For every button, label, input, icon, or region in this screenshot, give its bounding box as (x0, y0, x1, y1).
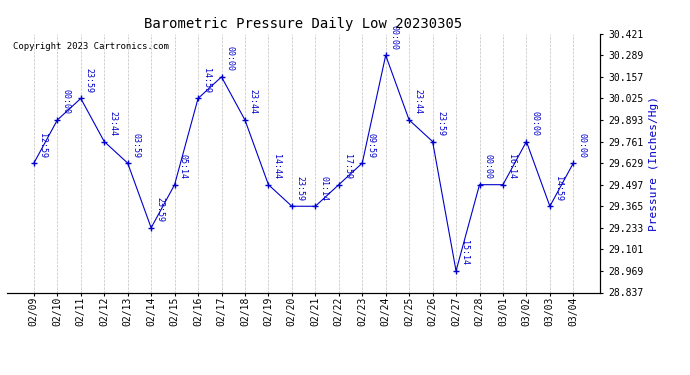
Y-axis label: Pressure (Inches/Hg): Pressure (Inches/Hg) (649, 96, 659, 231)
Text: 00:00: 00:00 (226, 46, 235, 71)
Text: 00:00: 00:00 (483, 154, 493, 179)
Text: 09:59: 09:59 (366, 133, 375, 158)
Text: 23:59: 23:59 (296, 176, 305, 201)
Text: 01:14: 01:14 (319, 176, 328, 201)
Text: 00:00: 00:00 (390, 25, 399, 50)
Text: 23:44: 23:44 (413, 90, 422, 114)
Text: Copyright 2023 Cartronics.com: Copyright 2023 Cartronics.com (13, 42, 169, 51)
Text: 17:59: 17:59 (343, 154, 352, 179)
Title: Barometric Pressure Daily Low 20230305: Barometric Pressure Daily Low 20230305 (144, 17, 463, 31)
Text: 14:44: 14:44 (273, 154, 282, 179)
Text: 00:00: 00:00 (530, 111, 540, 136)
Text: 23:59: 23:59 (85, 68, 94, 93)
Text: 16:14: 16:14 (506, 154, 516, 179)
Text: 12:59: 12:59 (38, 133, 47, 158)
Text: 03:59: 03:59 (132, 133, 141, 158)
Text: 00:00: 00:00 (577, 133, 586, 158)
Text: 23:44: 23:44 (108, 111, 117, 136)
Text: 05:14: 05:14 (179, 154, 188, 179)
Text: 23:59: 23:59 (155, 197, 164, 222)
Text: 15:14: 15:14 (460, 240, 469, 266)
Text: 14:59: 14:59 (553, 176, 563, 201)
Text: 00:00: 00:00 (61, 90, 70, 114)
Text: 23:44: 23:44 (249, 90, 258, 114)
Text: 23:59: 23:59 (437, 111, 446, 136)
Text: 14:59: 14:59 (202, 68, 211, 93)
